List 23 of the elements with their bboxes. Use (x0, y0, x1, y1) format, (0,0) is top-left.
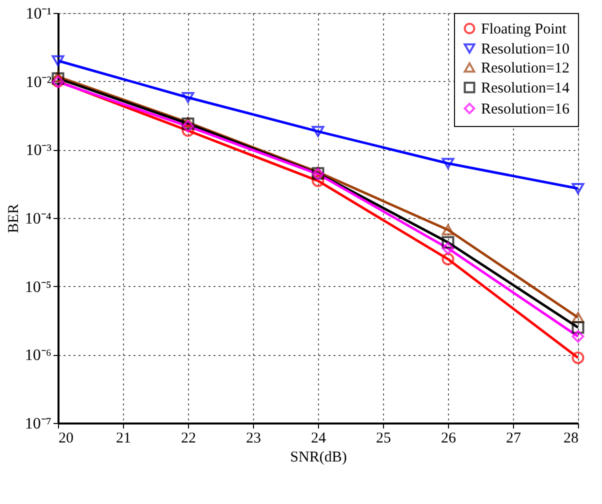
x-tick-label: 23 (246, 430, 261, 446)
y-tick-label: 10⁻⁷ (24, 416, 52, 432)
y-tick-label: 10⁻⁶ (24, 347, 52, 364)
y-tick-label: 10⁻⁴ (24, 210, 52, 228)
y-tick-label: 10⁻¹ (26, 6, 52, 22)
x-tick-label: 21 (116, 430, 131, 446)
legend-label: Resolution=16 (481, 102, 570, 118)
y-tick-label: 10⁻⁵ (24, 278, 52, 296)
legend-label: Floating Point (481, 22, 568, 38)
x-tick-label: 28 (564, 430, 578, 446)
legend-label: Resolution=10 (481, 42, 570, 58)
y-tick-label: 10⁻² (26, 74, 52, 91)
y-axis-title: BER (6, 204, 22, 234)
legend-label: Resolution=14 (481, 80, 570, 96)
x-tick-label: 24 (311, 430, 326, 446)
x-tick-label: 20 (58, 430, 74, 446)
x-tick-label: 26 (441, 430, 456, 446)
x-axis-title: SNR(dB) (290, 450, 347, 466)
x-tick-label: 25 (376, 430, 391, 446)
y-tick-label: 10⁻³ (26, 142, 52, 160)
x-tick-label: 22 (181, 430, 196, 446)
legend-label: Resolution=12 (481, 60, 570, 76)
x-tick-label: 27 (506, 430, 522, 446)
